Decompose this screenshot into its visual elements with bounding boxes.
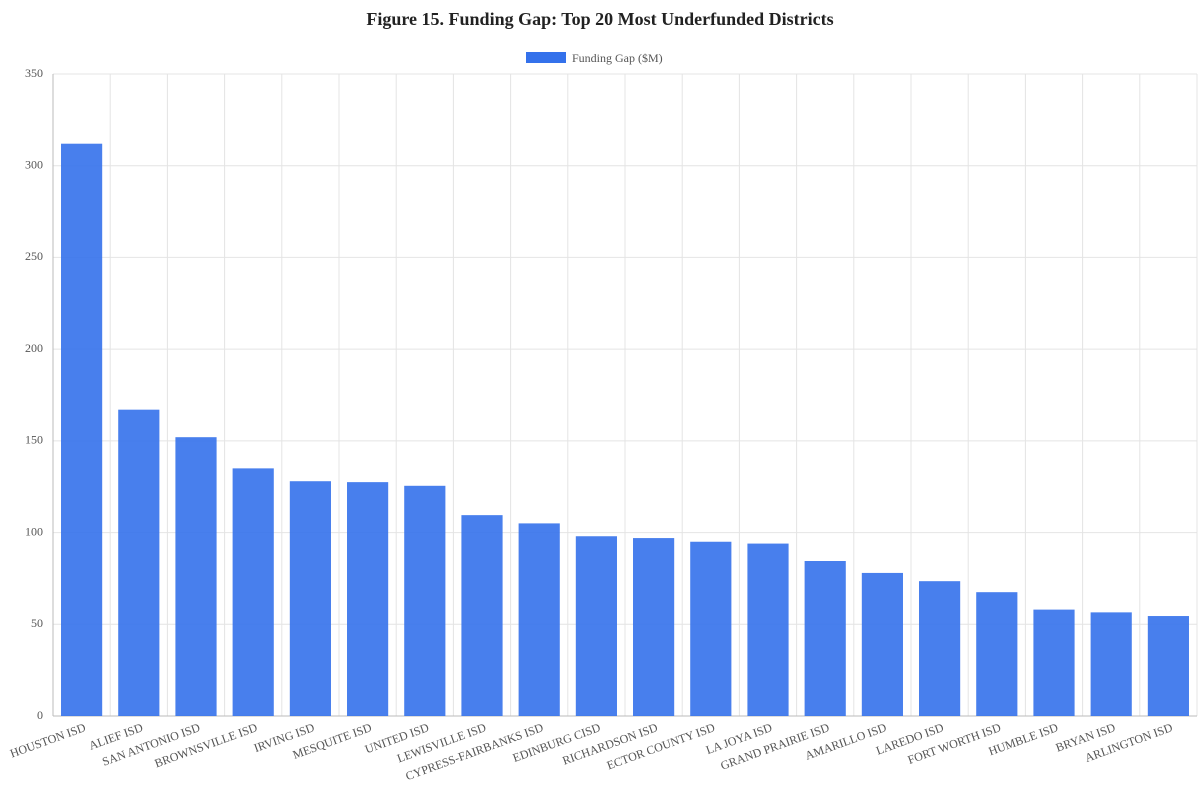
bar — [1090, 612, 1132, 716]
legend-label: Funding Gap ($M) — [572, 51, 663, 65]
y-tick-label: 0 — [37, 708, 43, 722]
y-tick-label: 100 — [25, 524, 43, 538]
bar — [518, 523, 560, 716]
bar — [633, 538, 675, 716]
bar — [747, 543, 789, 716]
bar — [1147, 616, 1189, 716]
bar — [118, 409, 160, 716]
y-tick-label: 250 — [25, 249, 43, 263]
bar — [1033, 609, 1075, 716]
bar — [404, 485, 446, 716]
bar — [175, 437, 217, 716]
y-tick-label: 50 — [31, 616, 43, 630]
y-tick-label: 150 — [25, 433, 43, 447]
y-tick-label: 200 — [25, 341, 43, 355]
bar — [461, 515, 503, 716]
chart-title: Figure 15. Funding Gap: Top 20 Most Unde… — [366, 9, 833, 29]
x-tick-label: HOUSTON ISD — [8, 720, 88, 760]
bar — [575, 536, 617, 716]
bar — [690, 541, 732, 716]
bar — [976, 592, 1018, 716]
y-tick-label: 350 — [25, 66, 43, 80]
bar — [347, 482, 389, 716]
y-tick-label: 300 — [25, 157, 43, 171]
bar — [919, 581, 961, 716]
bar — [61, 143, 103, 716]
bar — [232, 468, 274, 716]
bar — [289, 481, 331, 716]
bar — [861, 572, 903, 716]
bar — [804, 561, 846, 716]
legend-swatch — [526, 52, 566, 63]
